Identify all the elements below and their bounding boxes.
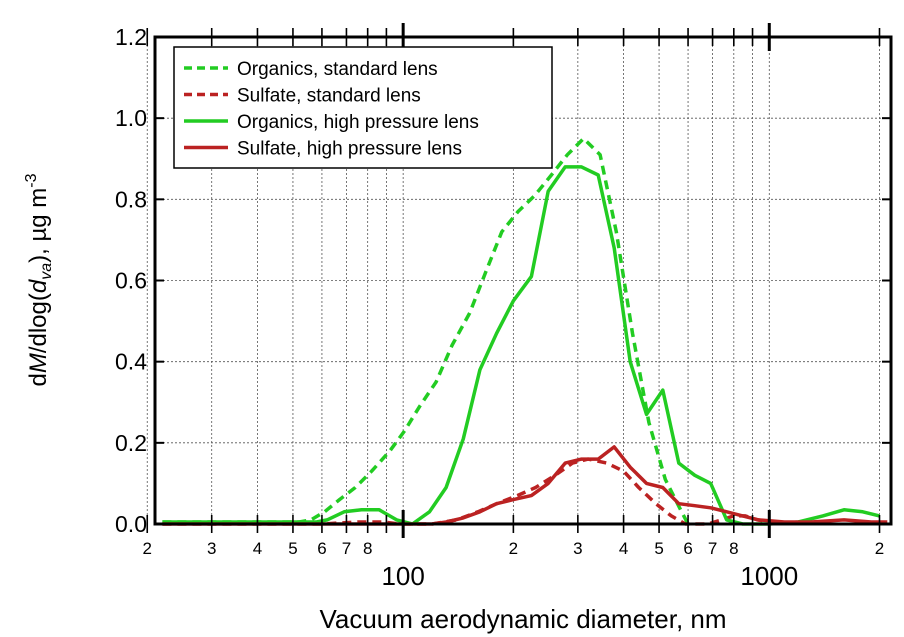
y-tick-label: 1.2 [115, 24, 147, 50]
y-tick-label: 0.4 [115, 349, 147, 375]
x-major-tick-label: 1000 [740, 561, 798, 591]
legend-box [173, 46, 553, 169]
legend-label-4: Sulfate, high pressure lens [237, 139, 462, 160]
x-major-tick-label: 100 [381, 561, 424, 591]
legend-label-3: Organics, high pressure lens [237, 112, 479, 133]
series-line-1 [162, 136, 690, 525]
y-axis-title-close: ), µg m [25, 188, 52, 263]
x-minor-tick-label: 2 [875, 539, 884, 558]
x-minor-tick-label: 8 [729, 539, 738, 558]
x-minor-tick-label: 8 [363, 539, 372, 558]
x-minor-tick-label: 6 [683, 539, 692, 558]
x-minor-tick-label: 4 [253, 539, 262, 558]
legend: Organics, standard lens Sulfate, standard… [173, 46, 553, 169]
series-lines [162, 136, 888, 526]
x-minor-tick-label: 5 [288, 539, 297, 558]
x-minor-tick-label: 7 [708, 539, 717, 558]
y-axis-title-m: M [25, 353, 52, 373]
x-minor-tick-label: 3 [573, 539, 582, 558]
y-tick-label: 1.0 [115, 105, 147, 131]
legend-label-2: Sulfate, standard lens [237, 86, 421, 107]
x-minor-tick-label: 4 [619, 539, 628, 558]
series-line-2 [162, 457, 770, 526]
legend-label-1: Organics, standard lens [237, 59, 438, 80]
y-axis-title-mid: /dlog( [25, 293, 52, 353]
y-tick-label: 0.6 [115, 268, 147, 294]
axis-ticks [146, 23, 891, 538]
y-tick-label: 0.8 [115, 186, 147, 212]
series-line-3 [162, 165, 880, 526]
y-axis-title-sup: -3 [23, 173, 40, 187]
x-minor-tick-label: 5 [654, 539, 663, 558]
x-minor-tick-label: 7 [342, 539, 351, 558]
x-axis-title: Vacuum aerodynamic diameter, nm [319, 604, 726, 634]
x-minor-tick-label: 2 [143, 539, 152, 558]
x-minor-tick-label: 3 [207, 539, 216, 558]
y-tick-label: 0.2 [115, 430, 147, 456]
x-minor-tick-label: 2 [509, 539, 518, 558]
series-line-4 [162, 445, 888, 526]
y-axis-title-d: d [25, 373, 52, 386]
y-tick-label: 0.0 [115, 511, 147, 537]
y-axis-title-dva: d [25, 279, 52, 293]
y-axis-title-sub: va [38, 263, 55, 280]
y-axis-title: dM/dlog(dva), µg m-3 [23, 173, 55, 386]
x-minor-tick-label: 6 [317, 539, 326, 558]
